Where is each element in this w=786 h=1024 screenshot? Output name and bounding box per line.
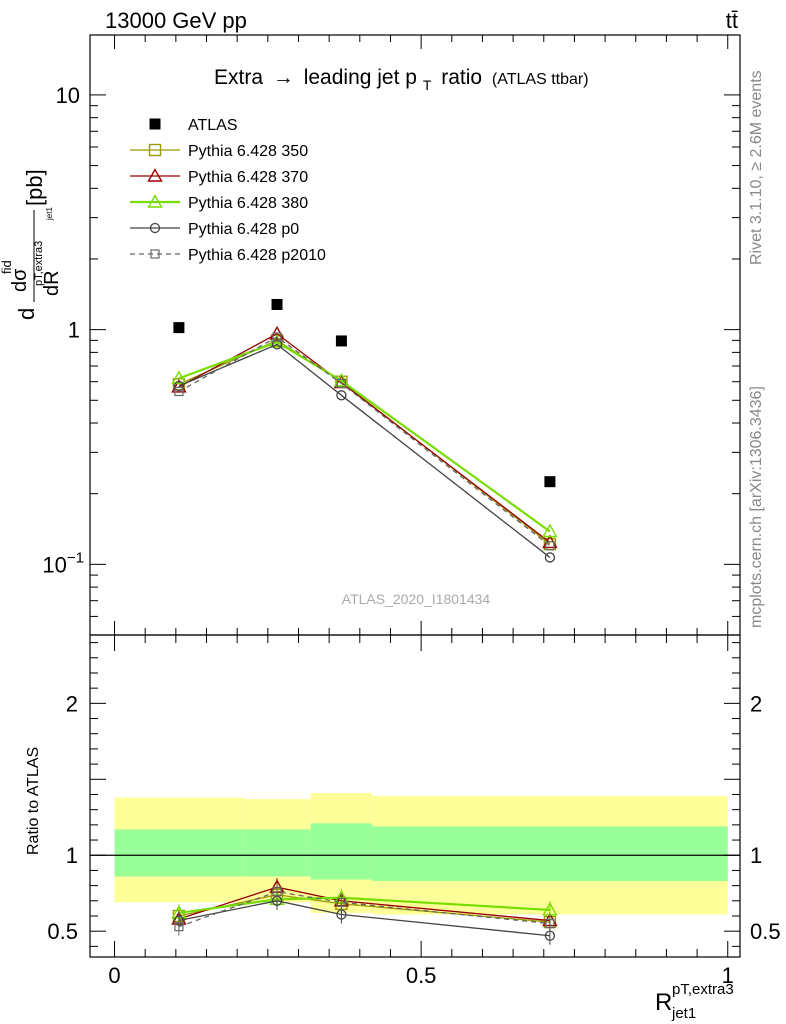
data-point-p2010	[272, 332, 282, 342]
ylabel-pt: pT,extra3	[33, 241, 45, 286]
chart-title: Extra → leading jet p T ratio (ATLAS ttb…	[214, 66, 589, 95]
uncertainty-band-inner	[114, 829, 244, 877]
uncertainty-band-inner	[310, 823, 373, 880]
data-point-p0	[271, 339, 283, 350]
title-sub: T	[423, 77, 432, 93]
ratio-point-p2010	[272, 887, 282, 897]
series-line-p380	[178, 340, 551, 533]
legend-label-p0: Pythia 6.428 p0	[188, 221, 299, 238]
ratio-panel: 2 2 1 1 0.5 0.5 0 0.5 1 Ratio to ATLAS R pT,extr…	[25, 634, 781, 1022]
ratio-xtick-label: 0	[108, 963, 120, 988]
data-point-p0	[544, 552, 556, 563]
ylabel-sigma: dσ	[9, 268, 31, 292]
main-ylabel: d dσ fid pT,extra3 jet1 dR [pb]	[0, 169, 63, 320]
legend-marker-p2010	[150, 249, 160, 259]
series-p2010	[174, 332, 555, 551]
ratio-ytick-label-right: 0.5	[750, 919, 781, 944]
header-left: 13000 GeV pp	[105, 8, 247, 33]
ratio-ytick-label-right: 2	[750, 691, 762, 716]
ratio-xlabel: R pT,extra3 jet1	[655, 981, 734, 1022]
data-point-p0	[173, 380, 185, 392]
ratio-ytick-label-left: 0.5	[47, 919, 78, 944]
data-point-p2010	[545, 541, 555, 551]
series-line-p370	[178, 333, 551, 543]
ylabel-jet: jet1	[45, 207, 54, 221]
uncertainty-band-inner	[372, 826, 728, 882]
series-atlas	[173, 298, 556, 488]
data-point-p380	[333, 372, 350, 387]
main-ytick-label: 10	[56, 83, 80, 108]
data-point-atlas	[271, 298, 283, 310]
ratio-xtick-label: 1	[722, 963, 734, 988]
title-arrow: →	[273, 66, 294, 89]
legend-label-p350: Pythia 6.428 350	[188, 143, 308, 160]
ratio-line-p2010	[178, 891, 550, 928]
title-mid: leading jet p	[304, 66, 417, 89]
legend-label-p2010: Pythia 6.428 p2010	[188, 247, 326, 264]
legend-marker-p0	[149, 222, 161, 234]
legend-marker-atlas	[149, 118, 161, 130]
side-label-mcplots: mcplots.cern.ch [arXiv:1306.3436]	[748, 386, 765, 628]
ratio-line-p0	[178, 900, 550, 937]
data-point-p0	[336, 390, 347, 401]
ratio-line-p370	[178, 886, 550, 922]
series-line-p2010	[178, 336, 551, 547]
ylabel-denom: dR	[41, 270, 63, 296]
ratio-point-p2010	[336, 897, 347, 907]
main-ytick-label: 10−1	[42, 549, 84, 577]
uncertainty-band-inner	[243, 829, 311, 877]
main-ytick-label: 1	[68, 318, 80, 343]
data-point-atlas	[173, 322, 185, 334]
title-main: Extra	[214, 66, 263, 89]
ylabel-unit: [pb]	[22, 169, 47, 206]
title-after: ratio	[441, 66, 482, 89]
xlabel-sup: pT,extra3	[672, 981, 734, 998]
title-tag: (ATLAS ttbar)	[492, 71, 589, 88]
ratio-xtick-label: 0.5	[406, 963, 437, 988]
data-point-p370	[171, 379, 187, 393]
legend: ATLAS Pythia 6.428 350 Pythia 6.428 370 Pyt…	[130, 117, 326, 264]
ratio-ytick-label-right: 1	[750, 843, 762, 868]
data-point-p380	[542, 523, 558, 538]
main-panel: 10 1 10−1 ATLAS Pythia 6.428 350 Pythia 6.42…	[0, 34, 741, 636]
ratio-point-p2010	[545, 918, 555, 929]
ratio-frame	[89, 634, 741, 958]
ratio-line-p380	[178, 896, 550, 915]
legend-label-p380: Pythia 6.428 380	[188, 195, 308, 212]
legend-label-p370: Pythia 6.428 370	[188, 169, 308, 186]
ratio-ytick-label-left: 2	[66, 691, 78, 716]
legend-marker-p380	[147, 194, 163, 208]
ratio-ylabel: Ratio to ATLAS	[25, 747, 42, 855]
ylabel-fid: fid	[0, 260, 14, 274]
watermark: ATLAS_2020_I1801434	[342, 591, 491, 607]
ratio-point-p2010	[174, 922, 184, 932]
xlabel-main: R	[655, 989, 672, 1016]
header-right: tt̄	[726, 8, 738, 33]
data-point-atlas	[335, 335, 347, 347]
legend-label-atlas: ATLAS	[188, 117, 238, 134]
ylabel-d1: d	[14, 308, 39, 320]
ratio-series-p2010	[174, 882, 555, 936]
ratio-ytick-label-left: 1	[66, 843, 78, 868]
data-point-atlas	[544, 476, 556, 488]
data-point-p380	[171, 370, 187, 385]
data-point-p2010	[174, 386, 184, 397]
series-p0	[173, 339, 556, 563]
series-line-p0	[178, 343, 551, 558]
xlabel-sub: jet1	[671, 1005, 696, 1022]
side-label-rivet: Rivet 3.1.10, ≥ 2.6M events	[748, 70, 765, 265]
legend-marker-p370	[147, 168, 163, 182]
legend-marker-p350	[148, 143, 162, 157]
data-point-p2010	[336, 378, 347, 389]
